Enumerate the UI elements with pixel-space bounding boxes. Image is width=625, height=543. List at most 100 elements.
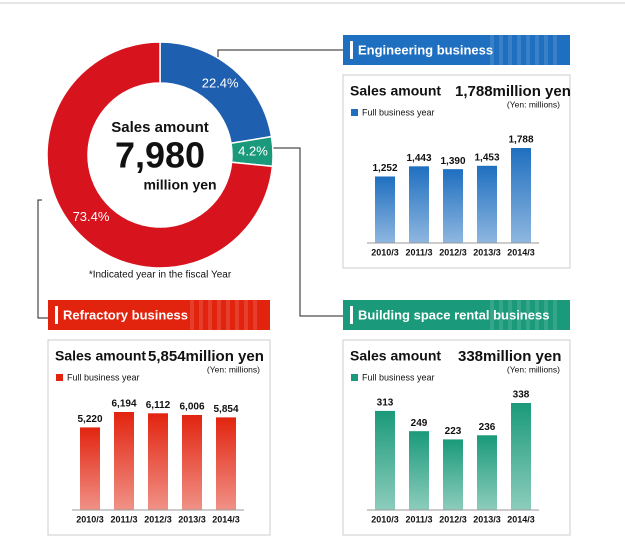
bar [114, 412, 134, 510]
header-stripe [217, 300, 221, 330]
center-value: 7,980 [115, 135, 205, 176]
x-tick-label: 2012/3 [439, 514, 467, 524]
legend-label: Full business year [67, 372, 140, 382]
value-label: 6,194 [111, 399, 136, 410]
header-stripe [490, 35, 494, 65]
x-tick-label: 2014/3 [507, 247, 535, 257]
panel-subtitle: Sales amount [350, 348, 441, 364]
legend-swatch [351, 109, 358, 116]
panel-total: 338million yen [458, 348, 561, 365]
x-tick-label: 2010/3 [371, 514, 399, 524]
value-label: 223 [445, 426, 462, 437]
header-mark [55, 306, 58, 324]
x-tick-label: 2011/3 [110, 514, 137, 524]
panel-subtitle: Sales amount [55, 348, 146, 364]
header-stripe [544, 35, 548, 65]
unit-note: (Yen: millions) [507, 364, 560, 374]
x-tick-label: 2014/3 [212, 514, 240, 524]
value-label: 1,443 [406, 153, 431, 164]
unit-note: (Yen: millions) [207, 364, 260, 374]
bar [409, 166, 429, 243]
header-stripe [544, 300, 548, 330]
center-unit: million yen [143, 177, 216, 193]
header-stripe [499, 300, 503, 330]
header-stripe [235, 300, 239, 330]
panel-header [343, 300, 570, 330]
x-tick-label: 2011/3 [405, 247, 432, 257]
bar [443, 439, 463, 510]
header-stripe [553, 35, 557, 65]
panel-subtitle: Sales amount [350, 83, 441, 99]
x-tick-label: 2011/3 [405, 514, 432, 524]
value-label: 1,788 [508, 135, 533, 146]
panel-title: Refractory business [63, 307, 188, 322]
panel-header [343, 35, 570, 65]
header-stripe [208, 300, 212, 330]
header-stripe [535, 300, 539, 330]
header-stripe [526, 300, 530, 330]
header-stripe [190, 300, 194, 330]
x-tick-label: 2013/3 [473, 514, 501, 524]
bar [80, 427, 100, 510]
panel-title: Building space rental business [358, 307, 549, 322]
bar [409, 431, 429, 510]
bar [443, 169, 463, 243]
value-label: 1,252 [372, 163, 397, 174]
header-stripe [526, 35, 530, 65]
value-label: 6,006 [179, 402, 204, 413]
bar [375, 176, 395, 243]
header-stripe [508, 35, 512, 65]
legend-swatch [351, 374, 358, 381]
header-mark [350, 41, 353, 59]
value-label: 236 [479, 422, 496, 433]
slice-label: 22.4% [202, 76, 239, 91]
panel-total: 5,854million yen [148, 348, 264, 365]
header-stripe [553, 300, 557, 330]
unit-note: (Yen: millions) [507, 99, 560, 109]
header-stripe [535, 35, 539, 65]
x-tick-label: 2012/3 [144, 514, 172, 524]
note: *Indicated year in the fiscal Year [89, 270, 232, 281]
header-stripe [499, 35, 503, 65]
value-label: 5,854 [213, 404, 238, 415]
header-mark [350, 306, 353, 324]
panel-header [48, 300, 270, 330]
bar [182, 414, 202, 510]
x-tick-label: 2013/3 [473, 247, 501, 257]
value-label: 1,390 [440, 156, 465, 167]
value-label: 313 [377, 398, 394, 409]
panel-title: Engineering business [358, 42, 493, 57]
header-stripe [253, 300, 257, 330]
header-stripe [244, 300, 248, 330]
value-label: 338 [513, 390, 530, 401]
header-stripe [508, 300, 512, 330]
value-label: 249 [411, 418, 428, 429]
bar [148, 413, 168, 510]
x-tick-label: 2014/3 [507, 514, 535, 524]
donut-slice [46, 41, 274, 269]
legend-label: Full business year [362, 107, 435, 117]
x-tick-label: 2013/3 [178, 514, 206, 524]
bar [477, 165, 497, 243]
bar [216, 417, 236, 510]
legend-label: Full business year [362, 372, 435, 382]
bar [511, 148, 531, 243]
bar [511, 403, 531, 510]
x-tick-label: 2012/3 [439, 247, 467, 257]
header-stripe [517, 300, 521, 330]
value-label: 5,220 [77, 414, 102, 425]
bar [375, 410, 395, 510]
slice-label: 4.2% [238, 144, 268, 159]
slice-label: 73.4% [73, 209, 110, 224]
header-stripe [490, 300, 494, 330]
x-tick-label: 2010/3 [371, 247, 399, 257]
value-label: 1,453 [474, 152, 499, 163]
legend-swatch [56, 374, 63, 381]
x-tick-label: 2010/3 [76, 514, 104, 524]
header-stripe [517, 35, 521, 65]
bar [477, 435, 497, 510]
center-title: Sales amount [111, 119, 209, 136]
value-label: 6,112 [146, 400, 171, 411]
header-stripe [226, 300, 230, 330]
